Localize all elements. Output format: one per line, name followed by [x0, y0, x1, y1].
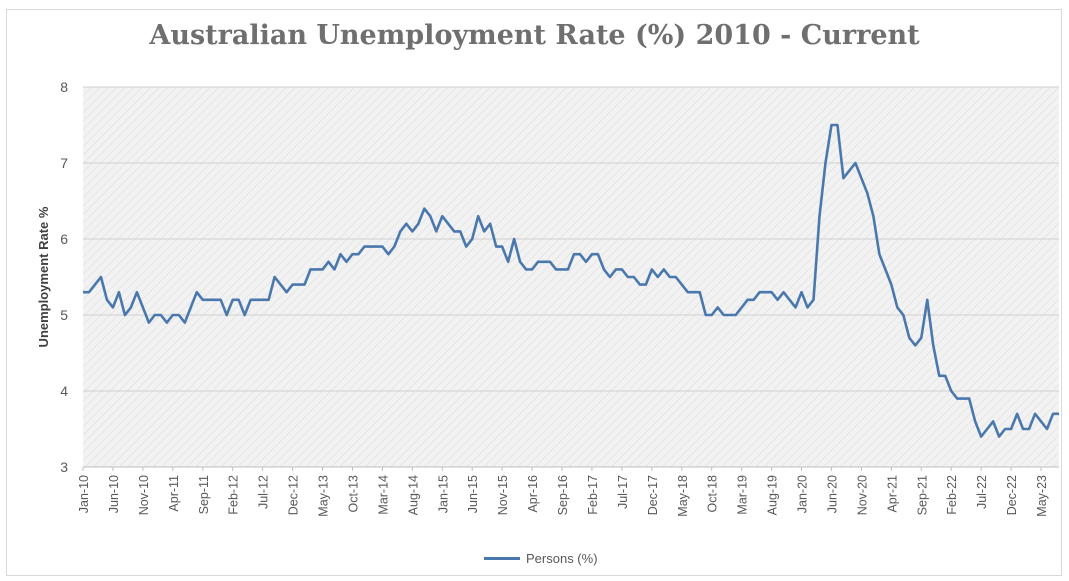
- x-tick-label: Jul-12: [257, 475, 271, 509]
- x-tick-label: Nov-10: [137, 475, 151, 515]
- x-tick-label: May-13: [317, 475, 331, 517]
- x-tick-label: Oct-13: [346, 475, 360, 513]
- x-tick-label: Feb-17: [586, 475, 600, 515]
- x-tick-label: Mar-14: [376, 475, 390, 515]
- x-tick-label: Jan-15: [436, 475, 450, 513]
- x-tick-label: Nov-20: [855, 475, 869, 515]
- x-tick-label: Sep-16: [556, 475, 570, 515]
- legend: Persons (%): [484, 551, 598, 566]
- x-tick-label: Jun-10: [107, 475, 121, 513]
- x-tick-label: Feb-22: [945, 475, 959, 515]
- x-tick-label: Oct-18: [706, 475, 720, 513]
- x-tick-label: Aug-14: [406, 475, 420, 515]
- y-axis-title: Unemployment Rate %: [36, 206, 51, 347]
- x-tick-label: Nov-15: [496, 475, 510, 515]
- y-tick-label: 6: [60, 231, 68, 247]
- y-axis-ticks: 3 4 5 6 7 8: [60, 79, 68, 475]
- x-tick-label: Dec-12: [287, 475, 301, 515]
- plot-area: [83, 87, 1059, 467]
- legend-label: Persons (%): [526, 551, 598, 566]
- x-tick-label: Apr-11: [167, 475, 181, 512]
- series-line-persons: [83, 123, 1059, 438]
- x-tick-label: Feb-12: [227, 475, 241, 515]
- x-axis-ticks: Jan-10 Jun-10 Nov-10 Apr-11 Sep-11 Feb-12 Jul-…: [77, 467, 1049, 517]
- x-tick-label: May-23: [1035, 475, 1049, 517]
- x-tick-label: Jul-17: [616, 475, 630, 509]
- x-tick-label: Jun-20: [825, 475, 839, 513]
- x-tick-label: Mar-19: [736, 475, 750, 515]
- x-tick-label: Apr-21: [885, 475, 899, 513]
- y-tick-label: 8: [60, 79, 68, 95]
- x-tick-label: Aug-19: [766, 475, 780, 515]
- x-tick-label: Dec-22: [1005, 475, 1019, 515]
- x-tick-label: Jan-20: [796, 475, 810, 513]
- x-tick-label: Apr-16: [526, 475, 540, 513]
- x-tick-label: Dec-17: [646, 475, 660, 515]
- x-tick-label: Jan-10: [77, 475, 91, 513]
- x-tick-label: May-18: [676, 475, 690, 517]
- x-tick-label: Jun-15: [466, 475, 480, 513]
- x-tick-label: Sep-21: [915, 475, 929, 515]
- y-tick-label: 3: [60, 459, 68, 475]
- chart-title: Australian Unemployment Rate (%) 2010 - …: [149, 20, 920, 51]
- gridlines: [83, 86, 1059, 468]
- y-tick-label: 4: [60, 383, 68, 399]
- x-tick-label: Jul-22: [975, 475, 989, 509]
- x-tick-label: Sep-11: [197, 475, 211, 514]
- y-tick-label: 7: [60, 155, 68, 171]
- y-tick-label: 5: [60, 307, 68, 323]
- legend-swatch: [484, 557, 520, 560]
